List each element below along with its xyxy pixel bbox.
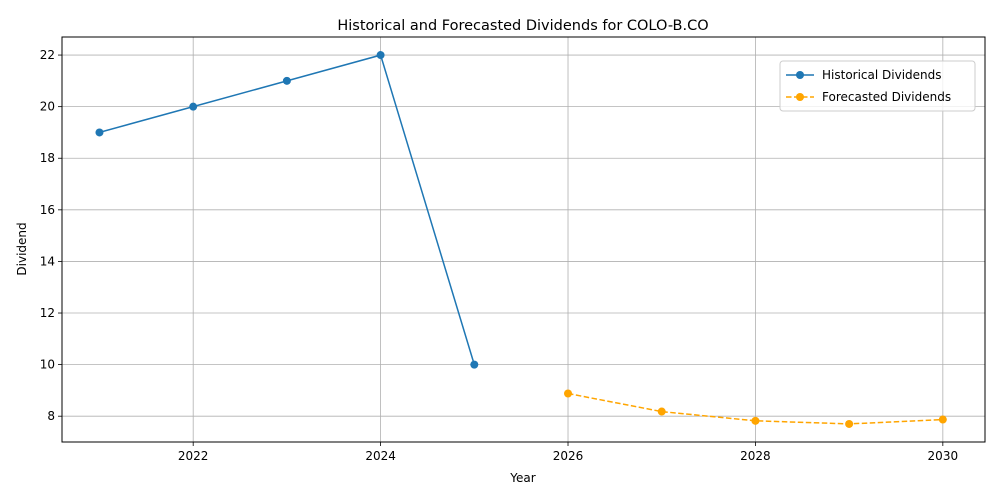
y-tick-label: 12 [40,306,55,320]
legend-forecast-label: Forecasted Dividends [822,90,951,104]
y-tick-label: 14 [40,254,55,268]
data-point-historical [376,51,385,60]
legend-forecast-marker [796,93,804,101]
y-tick-label: 22 [40,48,55,62]
y-tick-label: 16 [40,203,55,217]
x-tick-label: 2028 [740,449,771,463]
series-line-forecast [567,392,943,425]
legend: Historical Dividends Forecasted Dividend… [779,60,976,112]
x-tick-label: 2026 [553,449,584,463]
x-axis-label: Year [509,471,535,485]
plot-frame [61,36,986,443]
data-point-forecast [751,416,760,425]
data-point-forecast [845,419,854,428]
y-tick-label: 10 [40,358,55,372]
x-tick-label: 2022 [178,449,209,463]
data-point-forecast [564,389,573,398]
legend-historical-label: Historical Dividends [822,68,942,82]
chart-title: Historical and Forecasted Dividends for … [337,18,708,34]
data-point-historical [189,102,198,111]
y-tick-label: 20 [40,100,55,114]
series-layer [95,51,947,428]
y-tick-label: 18 [40,151,55,165]
legend-historical-marker [796,71,804,79]
data-point-historical [470,360,479,369]
data-point-forecast [938,415,947,424]
grid [62,37,985,442]
y-axis-label: Dividend [15,222,29,275]
data-point-historical [95,128,104,137]
legend-box [779,60,976,112]
x-tick-label: 2024 [365,449,396,463]
data-point-historical [282,76,291,85]
y-tick-label: 8 [47,409,55,423]
x-tick-label: 2030 [928,449,959,463]
data-point-forecast [657,407,666,416]
